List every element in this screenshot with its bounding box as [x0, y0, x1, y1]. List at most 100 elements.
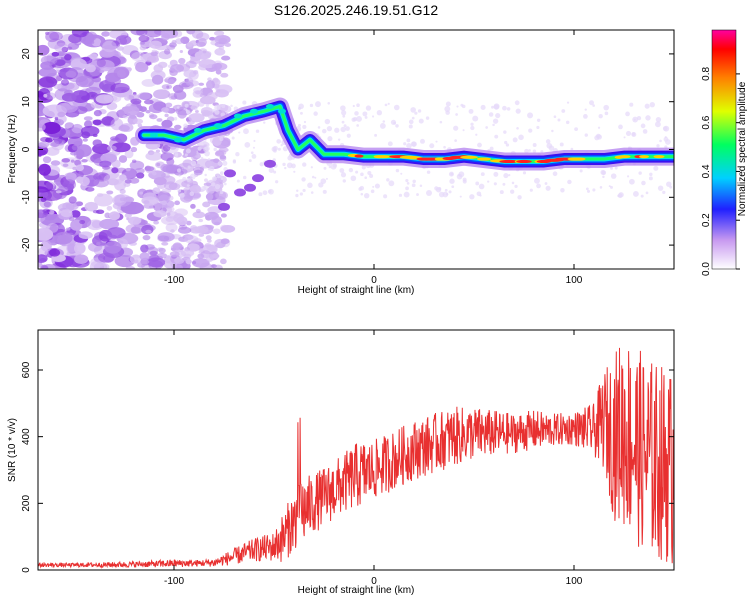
spectrogram-noise-dot: [379, 122, 386, 129]
spectrogram-noise-blob: [218, 37, 228, 44]
spectrogram-noise-dot: [273, 149, 277, 153]
spectrogram-noise-dot: [506, 107, 511, 111]
spectrogram-noise-dot: [445, 101, 451, 107]
spectrogram-noise-dot: [326, 126, 333, 132]
spectrogram-noise-blob: [73, 243, 86, 255]
spectrogram-noise-blob: [75, 75, 95, 88]
spectrogram-noise-blob: [96, 175, 102, 180]
spectrogram-noise-dot: [560, 188, 565, 193]
spectrogram-noise-dot: [566, 101, 570, 104]
spectrogram-noise-dot: [656, 144, 660, 148]
spectrogram-noise-blob: [198, 48, 208, 54]
spectrogram-noise-blob: [198, 59, 217, 69]
spectrogram-noise-dot: [638, 171, 642, 175]
spectrogram-noise-dot: [360, 172, 364, 177]
spectrogram-noise-blob: [42, 208, 51, 214]
spectrogram-noise-blob: [40, 55, 58, 66]
spectrogram-noise-blob: [74, 254, 89, 265]
spectrogram-noise-dot: [284, 166, 287, 170]
spectrogram-noise-dot: [374, 133, 378, 137]
spectrogram-noise-blob: [95, 94, 114, 104]
spectrogram-noise-blob: [99, 218, 120, 230]
spectrogram-noise-blob: [145, 30, 163, 38]
spectrogram-noise-dot: [214, 104, 221, 111]
spectrogram-noise-dot: [540, 150, 544, 154]
spectrogram-noise-blob: [133, 254, 140, 259]
spectrogram-noise-dot: [587, 189, 590, 193]
spectrogram-noise-blob: [197, 253, 205, 259]
spectrogram-noise-dot: [384, 103, 388, 107]
spectrogram-noise-blob: [124, 149, 134, 159]
spectrogram-noise-blob: [170, 64, 185, 73]
snr-ytick-label: 400: [21, 428, 32, 445]
spectrogram-noise-dot: [598, 113, 603, 119]
spectrogram-noise-blob: [70, 159, 75, 163]
spectrogram-noise-blob: [130, 30, 146, 36]
spectrogram-noise-blob: [75, 201, 84, 207]
spectrogram-noise-blob: [171, 264, 184, 269]
spectrogram-noise-dot: [376, 110, 383, 116]
spectrogram-noise-dot: [340, 126, 346, 133]
spectrogram-noise-dot: [307, 182, 313, 189]
spectrogram-noise-blob: [79, 176, 90, 187]
spectrogram-noise-blob: [212, 228, 221, 235]
spectrogram-noise-dot: [545, 185, 551, 191]
spectrogram-noise-dot: [183, 123, 188, 129]
spectrogram-noise-dot: [528, 128, 533, 133]
colorbar-tick-label: 0.8: [701, 67, 712, 81]
spectrogram-noise-blob: [157, 235, 170, 242]
spectrogram-noise-dot: [592, 188, 596, 192]
spectrogram-noise-dot: [221, 104, 226, 109]
spectrogram-noise-dot: [298, 103, 304, 110]
spectrogram-noise-blob: [153, 220, 159, 225]
spectrogram-noise-blob: [92, 209, 100, 214]
spectrogram-noise-dot: [325, 177, 328, 180]
spectrogram-noise-blob: [40, 197, 47, 203]
spectrogram-noise-dot: [337, 138, 341, 141]
spectrogram-noise-dot: [341, 120, 345, 124]
spectrogram-noise-blob: [199, 248, 204, 253]
spectrogram-noise-dot: [514, 184, 518, 188]
spectrogram-noise-blob: [42, 156, 52, 164]
spectrogram-noise-blob: [162, 164, 180, 174]
spectrogram-noise-blob: [48, 248, 61, 257]
spectrogram-noise-blob: [85, 186, 95, 192]
spectrogram-noise-dot: [406, 182, 410, 185]
snr-ytick-label: 200: [21, 495, 32, 512]
spectrogram-noise-blob: [211, 253, 220, 259]
spectrogram-xtick-label: 0: [371, 275, 377, 286]
spectrogram-noise-blob: [185, 259, 192, 265]
spectrogram-noise-blob: [195, 158, 213, 169]
spectrogram-noise-dot: [493, 182, 497, 186]
spectrogram-noise-dot: [574, 127, 578, 131]
spectrogram-noise-dot: [480, 104, 486, 110]
spectrogram-hotspot: [476, 157, 492, 161]
spectrogram-noise-blob: [68, 216, 75, 222]
spectrogram-noise-dot: [275, 180, 279, 184]
spectrogram-noise-blob: [86, 219, 104, 231]
spectrogram-noise-blob: [114, 254, 135, 268]
spectrogram-noise-blob: [213, 158, 220, 164]
spectrogram-hotspot: [266, 103, 274, 109]
spectrogram-noise-blob: [54, 116, 59, 121]
spectrogram-noise-dot: [584, 133, 588, 137]
spectrogram-noise-dot: [456, 105, 459, 108]
spectrogram-noise-blob: [264, 159, 276, 168]
spectrogram-noise-blob: [72, 203, 78, 207]
spectrogram-noise-blob: [81, 159, 88, 163]
spectrogram-noise-blob: [61, 92, 77, 102]
spectrogram-noise-blob: [111, 142, 131, 153]
spectrogram-noise-dot: [516, 126, 519, 130]
spectrogram-noise-blob: [38, 44, 50, 56]
spectrogram-noise-blob: [67, 244, 77, 253]
spectrogram-noise-blob: [205, 235, 212, 241]
spectrogram-noise-blob: [193, 238, 202, 243]
spectrogram-noise-blob: [108, 211, 120, 221]
spectrogram-noise-blob: [106, 205, 113, 211]
spectrogram-noise-dot: [493, 103, 500, 110]
spectrogram-noise-dot: [203, 146, 209, 153]
spectrogram-noise-dot: [512, 137, 518, 143]
spectrogram-noise-dot: [623, 136, 626, 139]
spectrogram-noise-blob: [174, 124, 182, 130]
spectrogram-noise-dot: [355, 170, 359, 174]
